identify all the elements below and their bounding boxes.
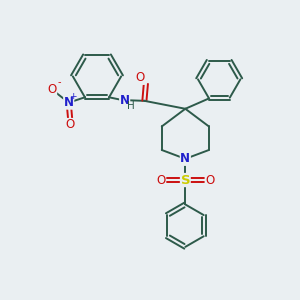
Text: O: O: [135, 71, 145, 84]
Text: O: O: [66, 118, 75, 131]
Text: H: H: [127, 101, 135, 111]
Text: O: O: [47, 83, 57, 96]
Text: -: -: [57, 77, 61, 87]
Text: N: N: [120, 94, 130, 107]
Text: O: O: [206, 173, 215, 187]
Text: O: O: [156, 173, 165, 187]
Text: N: N: [64, 96, 74, 109]
Text: S: S: [181, 173, 190, 187]
Text: +: +: [69, 92, 76, 100]
Text: N: N: [180, 152, 190, 165]
